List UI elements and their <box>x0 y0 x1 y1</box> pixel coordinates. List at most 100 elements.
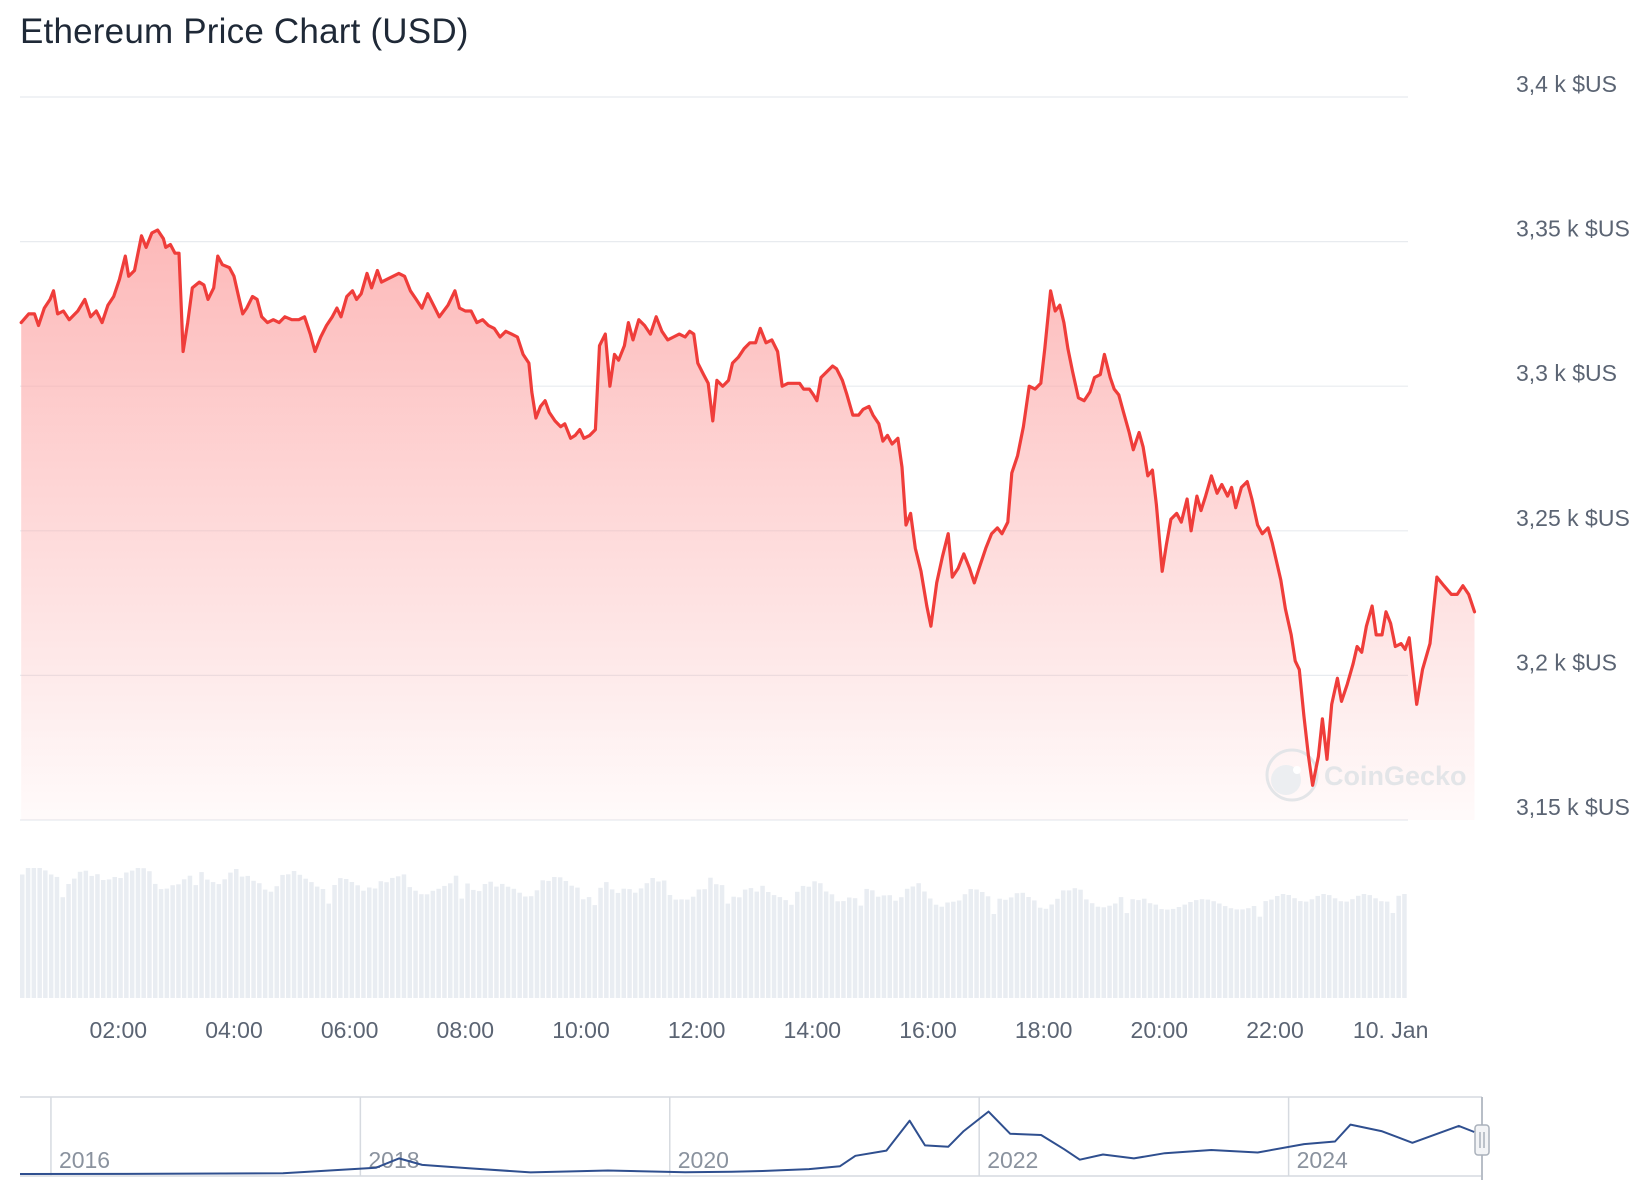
volume-bar <box>60 897 65 998</box>
volume-bar <box>471 889 476 998</box>
volume-bar <box>627 889 632 998</box>
volume-bar <box>476 891 482 998</box>
volume-bar <box>881 895 887 998</box>
volume-bar <box>245 875 250 998</box>
volume-bar <box>89 875 94 998</box>
volume-bar <box>257 883 262 998</box>
volume-bar <box>916 883 921 998</box>
volume-bar <box>829 894 835 998</box>
volume-bar <box>899 897 904 998</box>
volume-bar <box>43 870 48 998</box>
volume-bar <box>1159 909 1164 998</box>
x-tick-label: 16:00 <box>899 1017 957 1043</box>
volume-bar <box>1379 901 1384 998</box>
volume-bar <box>320 889 326 998</box>
volume-bar <box>343 879 349 998</box>
price-line <box>19 228 1477 787</box>
volume-bar <box>852 898 858 998</box>
volume-bar <box>557 877 563 998</box>
volume-bar <box>1136 900 1141 998</box>
volume-bar <box>31 868 37 998</box>
volume-bar <box>170 885 175 998</box>
volume-bar <box>800 885 806 998</box>
volume-bar <box>1275 896 1280 998</box>
volume-bar <box>234 869 239 998</box>
volume-bar <box>1396 895 1401 998</box>
volume-bar <box>135 868 141 998</box>
volume-bar <box>141 868 146 998</box>
volume-bar <box>1246 908 1251 998</box>
volume-bar <box>1373 898 1378 998</box>
volume-bar <box>37 868 42 998</box>
volume-bar <box>742 889 748 998</box>
volume-bar <box>586 897 592 998</box>
volume-bar <box>25 868 31 998</box>
x-tick-label: 06:00 <box>321 1017 379 1043</box>
volume-bar <box>1176 907 1182 998</box>
volume-bar <box>1020 892 1025 998</box>
navigator-year-label: 2024 <box>1297 1147 1348 1173</box>
volume-bar <box>101 880 106 998</box>
x-tick-label: 10:00 <box>552 1017 610 1043</box>
volume-bar <box>835 901 840 998</box>
volume-bar <box>1170 908 1176 998</box>
logo-eye <box>1293 766 1301 774</box>
volume-bar <box>511 888 517 998</box>
volume-bar <box>1066 890 1072 998</box>
volume-bar <box>268 891 274 998</box>
volume-bar <box>1356 895 1361 998</box>
volume-bar <box>1321 894 1326 998</box>
volume-bar <box>326 903 331 998</box>
volume-bar <box>870 890 875 998</box>
volume-bar <box>459 898 464 998</box>
volume-bar <box>1101 907 1106 998</box>
volume-bar <box>777 897 783 998</box>
volume-bar <box>361 890 366 998</box>
price-series-line <box>19 228 1477 787</box>
price-area-fill <box>21 230 1475 820</box>
navigator-year-label: 2016 <box>59 1147 110 1173</box>
x-tick-label: 10. Jan <box>1353 1017 1428 1043</box>
y-tick-label: 3,35 k $US <box>1516 216 1630 242</box>
volume-bar <box>1292 898 1297 998</box>
volume-bar <box>187 875 193 998</box>
volume-bar <box>129 870 135 998</box>
volume-bar <box>812 881 817 998</box>
volume-bar <box>1234 909 1239 998</box>
volume-bar <box>1251 906 1257 998</box>
volume-bar <box>83 870 89 998</box>
volume-bar <box>1228 908 1234 998</box>
volume-bar <box>112 877 117 998</box>
volume-bar <box>309 882 314 998</box>
volume-bar <box>286 874 291 998</box>
volume-bar <box>690 896 696 998</box>
volume-bar <box>1037 907 1043 998</box>
volume-bar <box>1402 894 1407 998</box>
navigator-handle-grip[interactable] <box>1474 1124 1490 1156</box>
volume-bar <box>1257 916 1263 998</box>
volume-bar <box>667 895 673 998</box>
volume-bar <box>118 878 123 998</box>
volume-bar <box>1309 899 1315 998</box>
volume-bar <box>1286 895 1291 998</box>
volume-bar <box>407 887 412 998</box>
volume-bar <box>609 889 615 998</box>
volume-bar <box>887 895 892 998</box>
volume-bar <box>1199 899 1205 998</box>
volume-bar <box>48 874 54 998</box>
volume-bar <box>500 883 505 998</box>
volume-bar <box>291 871 297 998</box>
volume-bar <box>806 886 811 998</box>
volume-bar <box>355 885 360 998</box>
volume-bar <box>239 876 245 998</box>
volume-bar <box>147 871 152 998</box>
x-tick-label: 12:00 <box>668 1017 726 1043</box>
volume-bar <box>771 895 777 998</box>
volume-bar <box>974 889 979 998</box>
range-navigator[interactable]: 2016 2018 2020 2022 2024 <box>19 1096 1490 1180</box>
volume-bar <box>210 882 216 998</box>
volume-bar <box>1113 903 1118 998</box>
volume-bar <box>644 883 650 998</box>
volume-bar <box>933 904 939 998</box>
volume-bar <box>818 883 823 998</box>
